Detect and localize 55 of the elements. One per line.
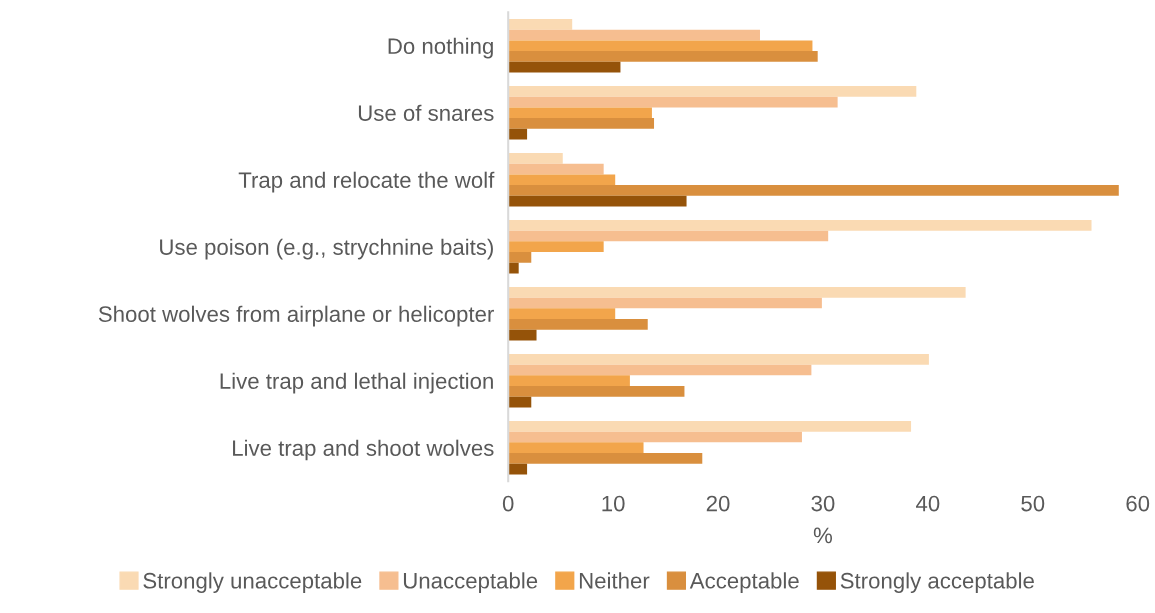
bar: [508, 364, 812, 376]
x-tick-label: 0: [502, 495, 514, 512]
bar: [508, 463, 528, 475]
bar: [508, 128, 528, 140]
bar: [508, 308, 616, 320]
bar: [508, 61, 621, 73]
legend-label: Acceptable: [689, 572, 799, 593]
x-tick-label: 60: [1126, 495, 1150, 512]
bar: [508, 286, 966, 298]
bar: [508, 262, 519, 274]
x-tick-label: 50: [1021, 495, 1045, 512]
y-tick-label: Shoot wolves from airplane or helicopter: [98, 305, 494, 327]
bar: [508, 453, 703, 464]
x-tick-label: 20: [706, 495, 730, 512]
y-tick-label: Do nothing: [388, 37, 493, 59]
bar: [508, 353, 929, 365]
y-tick-label: Live trap and shoot wolves: [233, 439, 494, 461]
bar: [508, 40, 813, 52]
x-tick-label: 30: [811, 495, 835, 512]
x-tick-label: 40: [916, 495, 940, 512]
bar: [508, 51, 818, 62]
bar: [508, 241, 604, 253]
bar: [508, 118, 655, 129]
y-tick-label: Use poison (e.g., strychnine baits): [160, 238, 493, 260]
bar: [508, 195, 687, 207]
bar: [508, 329, 537, 341]
legend-label: Unacceptable: [403, 572, 538, 593]
y-tick-label: Trap and relocate the wolf: [238, 171, 495, 193]
bar: [508, 431, 802, 443]
bar: [508, 230, 829, 242]
bar: [508, 185, 1119, 196]
bar: [508, 386, 685, 397]
bar: [508, 375, 630, 387]
y-tick-label: Live trap and lethal injection: [220, 372, 493, 394]
bar: [508, 85, 917, 97]
bar: [508, 297, 822, 309]
bar: [508, 18, 573, 30]
bar: [508, 420, 912, 432]
legend-label: Strongly unacceptable: [143, 572, 362, 593]
legend-label: Neither: [579, 572, 650, 589]
bar: [508, 107, 652, 119]
legend-label: Strongly acceptable: [840, 572, 1034, 593]
bar: [508, 442, 644, 454]
x-axis-title: %: [813, 527, 833, 544]
x-tick-label: 10: [602, 495, 625, 512]
bar: [508, 396, 532, 408]
bar: [508, 174, 616, 186]
bar: [508, 29, 760, 41]
bar: [508, 96, 838, 108]
bar: [508, 252, 532, 263]
bar: [508, 152, 563, 164]
bar: [508, 163, 604, 175]
bar: [508, 319, 648, 330]
bar: [508, 219, 1092, 231]
y-tick-label: Use of snares: [358, 104, 494, 122]
